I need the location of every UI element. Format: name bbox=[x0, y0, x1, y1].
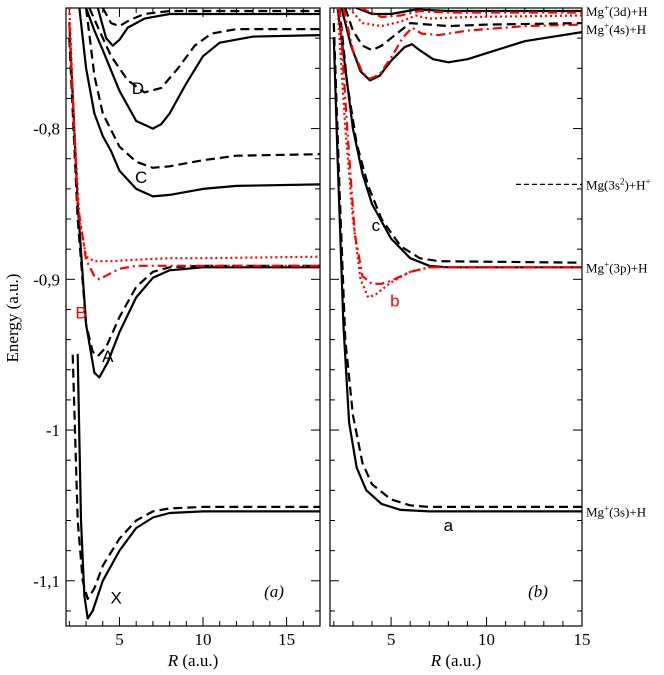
asym-sup: + bbox=[604, 503, 609, 513]
series-mg-3d-dash-dot bbox=[360, 8, 582, 19]
series-mg-4s-dash-dot bbox=[342, 8, 582, 80]
series-d-solid bbox=[85, 8, 320, 130]
asym-sup: + bbox=[604, 21, 609, 31]
curve-label-c: C bbox=[135, 168, 147, 187]
x-tick-label: 15 bbox=[278, 630, 295, 649]
asym-rest: (3d)+H bbox=[609, 4, 647, 19]
x-axis-label-a: R (a.u.) bbox=[167, 651, 219, 670]
series-b-dash-dot bbox=[68, 23, 320, 281]
asym-sup: 2 bbox=[620, 176, 625, 186]
series-b-dash-dot bbox=[338, 8, 582, 285]
y-tick-label: -1,1 bbox=[33, 572, 60, 591]
asym-rest: (3p)+H bbox=[609, 260, 647, 275]
curve-label-a: A bbox=[102, 347, 114, 366]
x-axis-label-a-var: R bbox=[167, 651, 179, 670]
x-tick-label: 10 bbox=[195, 630, 212, 649]
panel-a-curves bbox=[68, 8, 320, 620]
curve-label-x: X bbox=[110, 588, 121, 607]
asym-post: )+H bbox=[624, 177, 645, 192]
y-tick-label: -0,8 bbox=[33, 120, 60, 139]
series-x-dashed bbox=[71, 354, 320, 600]
panel-b-border bbox=[329, 7, 583, 627]
asymptote-mg3d: Mg+(3d)+H bbox=[586, 3, 648, 19]
asym-rest: (3s)+H bbox=[609, 504, 646, 519]
asym-pre: Mg(3s bbox=[586, 177, 620, 192]
series-a-solid bbox=[68, 22, 320, 379]
panel-a-border bbox=[65, 7, 321, 627]
series-c-dashed bbox=[338, 8, 582, 264]
asym-base: Mg bbox=[586, 4, 605, 19]
curve-labels: X A B C Da c b bbox=[75, 79, 453, 607]
asym-base: Mg bbox=[586, 504, 605, 519]
x-tick-label: 10 bbox=[478, 630, 495, 649]
x-tick-label: 15 bbox=[574, 630, 591, 649]
y-tick-label: -1 bbox=[46, 421, 60, 440]
asym-post-sup: + bbox=[646, 176, 651, 186]
x-axis-label-a-units: (a.u.) bbox=[178, 651, 218, 670]
y-axis-label: Energy (a.u.) bbox=[3, 274, 22, 363]
x-tick-label: 5 bbox=[115, 630, 124, 649]
asym-base: Mg bbox=[586, 22, 605, 37]
series-mg-3d-solid bbox=[355, 8, 582, 16]
series-mg-4s-solid bbox=[340, 8, 582, 82]
series-b-dotted bbox=[68, 8, 320, 263]
series-a-dashed bbox=[68, 38, 320, 358]
panel-b-frame: 5 10 15 bbox=[329, 7, 591, 649]
series-c-dashed bbox=[85, 8, 320, 169]
series-b-dotted bbox=[336, 8, 582, 299]
series-d-dashed bbox=[88, 8, 320, 94]
asymptote-mg3p: Mg+(3p)+H bbox=[586, 259, 648, 275]
y-tick-label: -0,9 bbox=[33, 270, 60, 289]
asym-rest: (4s)+H bbox=[609, 22, 646, 37]
curve-label-d: D bbox=[132, 79, 144, 98]
asym-base: Mg bbox=[586, 260, 605, 275]
asymptote-labels: Mg+(3d)+HMg+(4s)+HMg(3s2)+H+Mg+(3p)+HMg+… bbox=[516, 3, 651, 519]
asymptote-mg3s: Mg+(3s)+H bbox=[586, 503, 646, 519]
series-a-solid bbox=[332, 37, 582, 513]
x-tick-label: 5 bbox=[387, 630, 396, 649]
panel-a-frame: 5 10 15 -0,8 -0,9 -1 -1,1 bbox=[33, 7, 321, 649]
panel-a-label: (a) bbox=[264, 582, 284, 601]
curve-label-c: c bbox=[372, 216, 381, 235]
panel-b-curves bbox=[332, 8, 582, 513]
series-c-solid bbox=[78, 8, 320, 198]
asymptote-mg3s2: Mg(3s2)+H+ bbox=[586, 176, 651, 192]
series-e-dashed bbox=[101, 8, 320, 28]
asymptote-mg4s: Mg+(4s)+H bbox=[586, 21, 646, 37]
series-a-dashed bbox=[332, 23, 582, 508]
panel-b-label: (b) bbox=[528, 582, 548, 601]
asym-sup: + bbox=[604, 259, 609, 269]
x-axis-label-b: R (a.u.) bbox=[430, 651, 482, 670]
curve-label-b: B bbox=[75, 304, 86, 323]
x-axis-label-b-var: R bbox=[430, 651, 442, 670]
curve-label-a: a bbox=[444, 516, 454, 535]
series-e-solid bbox=[96, 8, 320, 47]
series-mg-3d-dotted bbox=[348, 8, 582, 28]
series-x-solid bbox=[76, 353, 320, 620]
curve-label-b: b bbox=[390, 291, 399, 310]
x-axis-label-b-units: (a.u.) bbox=[441, 651, 481, 670]
asym-sup: + bbox=[604, 3, 609, 13]
series-mg-4s-dashed bbox=[344, 8, 582, 52]
